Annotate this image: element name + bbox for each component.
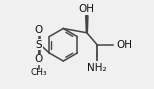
Text: OH: OH — [79, 4, 95, 14]
Text: NH₂: NH₂ — [87, 63, 107, 73]
Text: OH: OH — [117, 40, 133, 50]
Text: S: S — [36, 40, 42, 50]
Text: CH₃: CH₃ — [30, 68, 47, 77]
Text: O: O — [35, 25, 43, 35]
Text: O: O — [35, 54, 43, 64]
Polygon shape — [86, 16, 88, 32]
